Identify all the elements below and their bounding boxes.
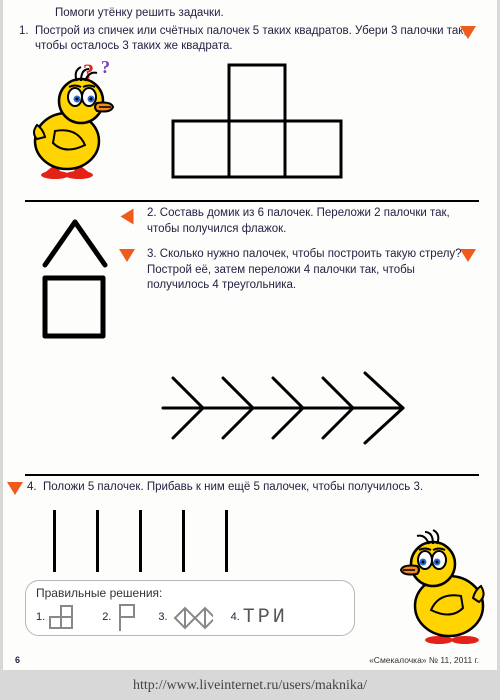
stick	[139, 510, 142, 572]
task-2: 2. Составь домик из 6 палочек. Переложи …	[143, 206, 479, 237]
solution-3: 3.	[158, 605, 212, 631]
watermark-url: http://www.liveinternet.ru/users/maknika…	[0, 678, 500, 694]
solution-4-word: ТРИ	[243, 604, 288, 631]
stick	[182, 510, 185, 572]
task-3: 3. Сколько нужно палочек, чтобы построит…	[143, 247, 479, 294]
svg-text:?: ?	[101, 59, 110, 77]
arrow-figure	[143, 353, 479, 469]
page-number: 6	[15, 654, 20, 666]
solution-2-num: 2.	[102, 610, 111, 625]
intro-text: Помоги утёнку решить задачки.	[25, 6, 479, 22]
solution-4: 4. ТРИ	[231, 604, 288, 631]
solutions-title: Правильные решения:	[36, 585, 344, 601]
task-1-num: 1.	[19, 24, 29, 40]
task-2-text: Составь домик из 6 палочек. Переложи 2 п…	[147, 207, 450, 235]
marker-icon	[121, 209, 134, 225]
solution-1: 1.	[36, 605, 84, 631]
stick	[225, 510, 228, 572]
squares-figure	[123, 59, 479, 195]
marker-icon	[460, 249, 476, 262]
solution-1-num: 1.	[36, 610, 45, 625]
marker-icon	[119, 249, 135, 262]
stick	[53, 510, 56, 572]
divider	[25, 200, 479, 202]
solutions-box: Правильные решения: 1. 2. 3.	[25, 580, 355, 636]
duck-illustration: ? ?	[25, 59, 123, 185]
task-4: 4. Положи 5 палочек. Прибавь к ним ещё 5…	[25, 480, 479, 496]
solution-2: 2.	[102, 603, 140, 633]
task-3-num: 3.	[147, 248, 157, 260]
task-3-text: Сколько нужно палочек, чтобы построить т…	[147, 248, 462, 291]
marker-icon	[460, 26, 476, 39]
issue-label: «Смекалочка» № 11, 2011 г.	[369, 655, 479, 666]
task-4-text: Положи 5 палочек. Прибавь к ним ещё 5 па…	[25, 480, 479, 496]
task-1: 1. Построй из спичек или счётных палочек…	[25, 24, 479, 55]
task-2-num: 2.	[147, 207, 157, 219]
task-4-num: 4.	[27, 480, 37, 496]
marker-icon	[7, 482, 23, 495]
solution-4-num: 4.	[231, 610, 240, 625]
solution-3-num: 3.	[158, 610, 167, 625]
divider	[25, 474, 479, 476]
house-figure	[25, 206, 135, 351]
task-1-text: Построй из спичек или счётных палочек 5 …	[25, 24, 479, 55]
stick	[96, 510, 99, 572]
duck-illustration-2	[391, 522, 495, 652]
